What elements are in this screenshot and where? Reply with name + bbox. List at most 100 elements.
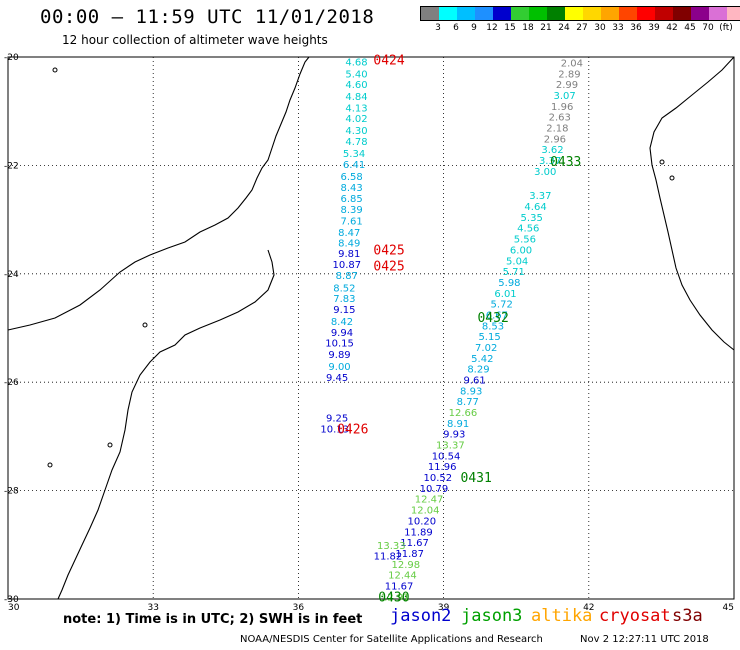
- wave-height-label: 10.20: [407, 516, 436, 527]
- wave-height-label: 4.13: [345, 103, 367, 114]
- pass-time-label: 0432: [477, 311, 508, 326]
- lon-tick-label: 30: [8, 603, 20, 613]
- legend-entry-jason3: jason3: [461, 606, 523, 626]
- wave-height-label: 11.67: [385, 581, 414, 592]
- wave-height-label: 4.56: [517, 224, 539, 235]
- lat-tick-label: -26: [4, 378, 19, 388]
- color-scale-tick-label: 24: [558, 23, 570, 33]
- pass-time-label: 0424: [373, 54, 404, 69]
- wave-height-label: 4.02: [345, 114, 367, 125]
- island-marker: [659, 159, 665, 165]
- color-scale-tick-label: 21: [540, 23, 552, 33]
- legend-entry-altika: altika: [531, 606, 593, 626]
- wave-height-label: 10.54: [432, 451, 461, 462]
- lat-tick-label: -22: [4, 161, 19, 171]
- color-swatch: [511, 7, 529, 20]
- wave-height-label: 3.07: [553, 91, 575, 102]
- island-marker: [142, 322, 148, 328]
- color-swatch: [547, 7, 565, 20]
- wave-height-label: 13.33: [377, 541, 406, 552]
- wave-height-label: 8.52: [333, 283, 355, 294]
- wave-height-label: 2.63: [549, 113, 571, 124]
- color-scale-tick-label: 12: [486, 23, 498, 33]
- wave-height-label: 11.82: [374, 552, 403, 563]
- footer-credit: NOAA/NESDIS Center for Satellite Applica…: [240, 634, 543, 645]
- page-subtitle: 12 hour collection of altimeter wave hei…: [62, 33, 328, 47]
- wave-height-label: 8.39: [341, 205, 363, 216]
- color-swatch: [709, 7, 727, 20]
- color-scale-tick-label: 30: [594, 23, 606, 33]
- wave-height-label: 9.89: [328, 350, 350, 361]
- pass-time-label: 0431: [461, 471, 492, 486]
- color-scale-tick-label: 6: [453, 23, 459, 33]
- wave-height-label: 6.67: [486, 310, 508, 321]
- wave-height-label: 7.83: [333, 294, 355, 305]
- wave-height-label: 9.00: [328, 362, 350, 373]
- wave-height-label: 9.45: [326, 373, 348, 384]
- wave-height-label: 9.94: [331, 328, 353, 339]
- color-scale-swatches: [420, 6, 740, 21]
- wave-height-label: 4.60: [345, 80, 367, 91]
- wave-height-label: 12.44: [388, 571, 417, 582]
- coastline-mozambique: [57, 249, 275, 600]
- color-scale-tick-label: 42: [666, 23, 678, 33]
- coastline-madagascar: [649, 56, 735, 351]
- wave-height-label: 8.49: [338, 238, 360, 249]
- wave-height-label: 8.43: [341, 183, 363, 194]
- map-frame: [7, 56, 735, 600]
- color-scale-tick-label: 36: [630, 23, 642, 33]
- wave-height-label: 4.64: [524, 202, 546, 213]
- wave-height-label: 5.98: [498, 278, 520, 289]
- wave-height-label: 10.52: [423, 473, 452, 484]
- color-swatch: [421, 7, 439, 20]
- color-swatch: [673, 7, 691, 20]
- wave-height-label: 6.00: [510, 245, 532, 256]
- color-scale-tick-label: 70: [702, 23, 714, 33]
- color-swatch: [637, 7, 655, 20]
- wave-height-label: 10.87: [332, 260, 361, 271]
- wave-height-label: 2.18: [546, 123, 568, 134]
- lon-tick-label: 33: [147, 603, 158, 613]
- color-scale-tick-label: 3: [435, 23, 441, 33]
- color-scale-legend: 3 6 9 12 15 18 21 24 27 30 33 36 39 42 45 70 (ft): [420, 6, 740, 35]
- pass-time-label: 0425: [373, 260, 404, 275]
- legend-entry-jason2: jason2: [390, 606, 452, 626]
- wave-height-label: 7.02: [475, 343, 497, 354]
- color-swatch: [691, 7, 709, 20]
- wave-height-label: 5.04: [506, 256, 528, 267]
- wave-height-label: 2.89: [558, 69, 580, 80]
- lon-tick-label: 45: [723, 603, 734, 613]
- color-swatch: [655, 7, 673, 20]
- legend-entry-s3a: s3a: [672, 606, 703, 626]
- wave-height-label: 11.87: [395, 549, 424, 560]
- island-marker: [669, 175, 675, 181]
- lon-tick-label: 39: [438, 603, 450, 613]
- wave-height-label: 9.25: [326, 413, 348, 424]
- color-swatch: [565, 7, 583, 20]
- wave-height-label: 5.35: [521, 213, 543, 224]
- lat-tick-label: -30: [4, 595, 19, 605]
- wave-height-label: 8.47: [338, 228, 360, 239]
- lon-tick-label: 36: [293, 603, 305, 613]
- wave-height-label: 3.62: [541, 145, 563, 156]
- wave-height-label: 12.47: [415, 495, 444, 506]
- wave-height-label: 10.79: [420, 484, 449, 495]
- wave-height-label: 8.53: [482, 321, 504, 332]
- lat-tick-label: -24: [4, 270, 19, 280]
- wave-height-label: 13.37: [436, 441, 465, 452]
- wave-height-label: 5.71: [503, 267, 525, 278]
- wave-height-label: 6.41: [343, 160, 365, 171]
- wave-height-label: 8.91: [447, 419, 469, 430]
- color-swatch: [475, 7, 493, 20]
- wave-height-label: 4.68: [345, 57, 367, 68]
- footer-timestamp: Nov 2 12:27:11 UTC 2018: [580, 634, 709, 645]
- wave-height-label: 12.91: [381, 592, 410, 603]
- wave-height-label: 8.42: [331, 317, 353, 328]
- wave-height-label: 11.67: [400, 538, 429, 549]
- coastline-africa-east: [7, 56, 310, 331]
- wave-height-label: 5.40: [345, 69, 367, 80]
- wave-height-label: 6.01: [494, 289, 516, 300]
- color-swatch: [529, 7, 547, 20]
- wave-height-label: 3.37: [539, 156, 561, 167]
